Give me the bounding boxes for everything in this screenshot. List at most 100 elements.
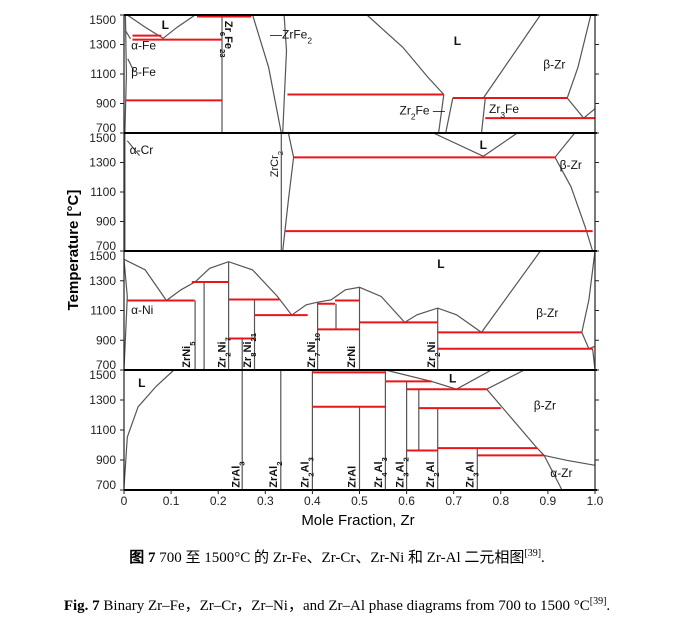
phase-boundary-line: [438, 94, 445, 134]
phase-boundary-line: [486, 369, 525, 390]
phase-diagram-figure: Temperature [°C] Mole Fraction, Zr 1500 1…: [65, 13, 604, 529]
phase-label: Zr2Ni: [426, 341, 442, 367]
caption-chinese: 图 7 700 至 1500°C 的 Zr-Fe、Zr-Cr、Zr-Ni 和 Z…: [0, 546, 674, 567]
phase-boundary-line: [366, 14, 445, 95]
phase-boundary-line: [543, 454, 596, 466]
phase-boundary-line: [385, 369, 492, 390]
y-tick-label: 1300: [89, 274, 116, 288]
phase-label: L: [437, 257, 444, 271]
phase-label: Zr3Al: [464, 461, 480, 487]
y-tick-label: 900: [96, 97, 116, 111]
x-tick-label: 0.5: [351, 494, 368, 508]
y-tick-label: 700: [96, 121, 116, 135]
caption-english: Fig. 7 Binary Zr–Fe，Zr–Cr，Zr–Ni，and Zr–A…: [0, 594, 674, 615]
caption-zh-ref: [39]: [524, 548, 542, 559]
phase-boundary-line: [127, 58, 135, 73]
phase-boundary-line: [480, 97, 486, 134]
y-axis-label: Temperature [°C]: [65, 190, 82, 311]
phase-boundary-line: [126, 14, 196, 40]
y-tick-label: 900: [96, 215, 116, 229]
phase-label: Zr6Fe23: [218, 21, 234, 58]
phase-boundary-line: [124, 30, 132, 40]
x-tick-label: 0.8: [492, 494, 509, 508]
phase-boundary-line: [554, 132, 594, 252]
phase-boundary-line: [123, 259, 128, 371]
phase-label: β-Zr: [534, 399, 556, 413]
y-tick-label: 1100: [90, 67, 116, 81]
phase-label: L: [162, 18, 169, 32]
y-tick-label: 1500: [89, 131, 116, 145]
x-tick-label: 1.0: [587, 494, 604, 508]
x-tick-label: 0: [121, 494, 128, 508]
y-tick-label: 700: [96, 478, 116, 492]
phase-label: Zr2Ni7: [216, 337, 232, 368]
phase-boundary-line: [445, 97, 454, 134]
phase-boundary-line: [282, 132, 295, 252]
y-tick-label: 1300: [89, 156, 116, 170]
y-tick-label: 700: [96, 239, 116, 253]
caption-zh-end: .: [541, 550, 545, 566]
phase-label: β-Zr: [543, 58, 565, 72]
phase-label: α-Ni: [131, 303, 153, 317]
y-tick-label: 1300: [89, 38, 116, 52]
phase-label: ZrAl3: [230, 461, 246, 487]
phase-label: β-Zr: [560, 158, 582, 172]
caption-zh-text: 700 至 1500°C 的 Zr-Fe、Zr-Cr、Zr-Ni 和 Zr-Al…: [155, 550, 525, 566]
y-tick-label: 1100: [90, 304, 116, 318]
phase-label: —ZrFe2: [270, 27, 312, 45]
y-tick-label: 1100: [90, 185, 116, 199]
x-tick-label: 0.1: [163, 494, 180, 508]
phase-boundary-line: [124, 14, 128, 134]
phase-boundary-line: [123, 369, 175, 488]
y-tick-label: 900: [96, 333, 116, 347]
phase-label: L: [138, 376, 145, 390]
x-tick-label: 0.4: [304, 494, 321, 508]
phase-boundary-line: [486, 388, 563, 491]
phase-label: α-Fe: [131, 39, 156, 53]
x-tick-label: 0.3: [257, 494, 274, 508]
y-tick-label: 1100: [90, 423, 116, 437]
phase-label: Zr2Al3: [300, 457, 316, 488]
x-tick-label: 0.7: [445, 494, 462, 508]
phase-boundary-line: [252, 14, 282, 134]
phase-label: Zr3Fe: [489, 102, 519, 120]
y-tick-label: 1500: [89, 249, 116, 263]
caption-en-end: .: [606, 598, 611, 614]
phase-boundary-line: [433, 132, 518, 157]
phase-label: Zr2Al: [425, 461, 441, 487]
phase-boundary-line: [581, 250, 596, 350]
phase-label: Zr3Al2: [394, 457, 410, 488]
phase-label: β-Zr: [536, 306, 558, 320]
phase-label: Zr7Ni10: [306, 333, 322, 368]
y-tick-label: 900: [96, 453, 116, 467]
phase-label: ZrAl: [347, 466, 359, 488]
caption-en-ref: [39]: [589, 596, 607, 607]
phase-label: ZrNi: [346, 346, 358, 368]
phase-label: L: [449, 372, 456, 386]
phase-boundary-line: [126, 140, 140, 156]
phase-label: Zr2Fe —: [400, 103, 445, 121]
y-tick-label: 1500: [89, 368, 116, 382]
phase-boundary-line: [123, 250, 541, 334]
phase-label: α-Cr: [130, 143, 154, 157]
phase-boundary-line: [482, 14, 541, 99]
x-tick-label: 0.2: [210, 494, 227, 508]
phase-label: ZrAl2: [268, 461, 284, 487]
x-tick-label: 0.6: [398, 494, 415, 508]
x-axis-label: Mole Fraction, Zr: [301, 512, 414, 529]
phase-label: ZrNi5: [181, 341, 197, 368]
caption-en-prefix: Fig. 7: [63, 598, 100, 614]
y-tick-label: 700: [96, 358, 116, 372]
y-tick-label: 1300: [89, 393, 116, 407]
phase-label: L: [480, 138, 487, 152]
phase-label: β-Fe: [131, 65, 156, 79]
x-tick-label: 0.9: [540, 494, 557, 508]
phase-boundary-line: [566, 14, 596, 119]
phase-label: L: [454, 34, 461, 48]
phase-boundary-line: [282, 14, 288, 134]
phase-label: Zr8Ni21: [242, 332, 257, 368]
phase-label: α-Zr: [550, 466, 572, 480]
caption-zh-prefix: 图 7: [129, 550, 156, 566]
caption-en-text: Binary Zr–Fe，Zr–Cr，Zr–Ni，and Zr–Al phase…: [99, 598, 590, 614]
phase-label: Zr4Al3: [373, 457, 389, 488]
